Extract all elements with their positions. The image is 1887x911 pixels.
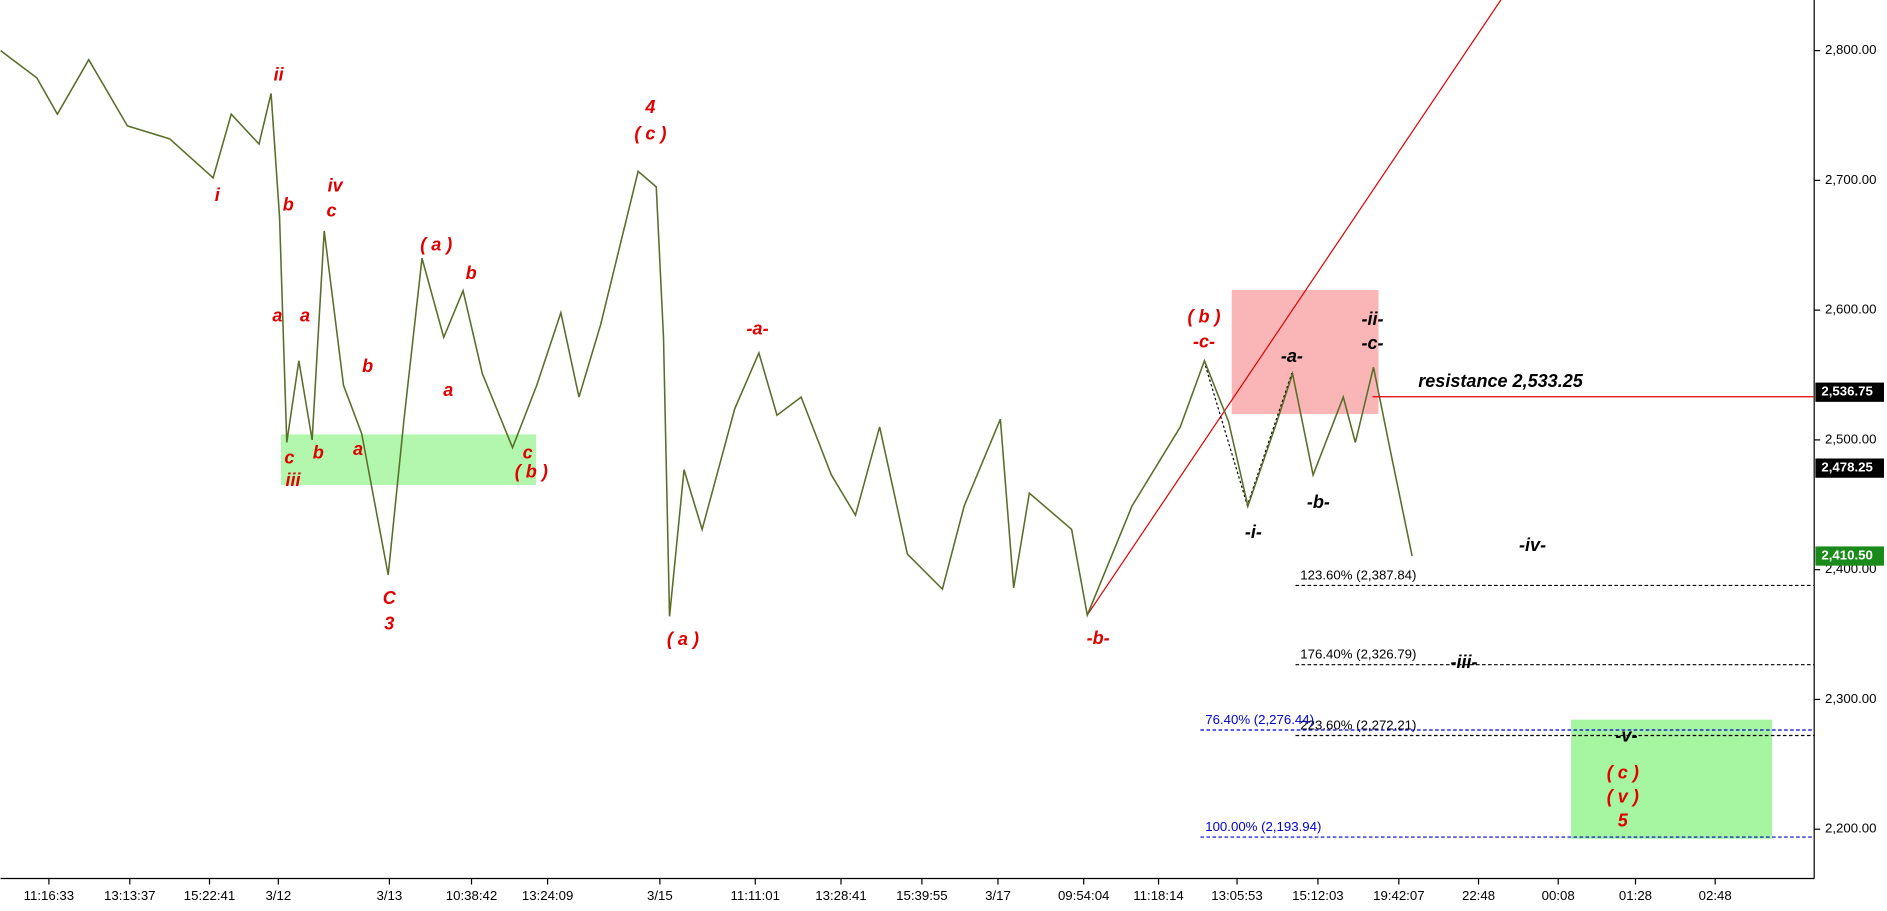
x-tick-label: 3/15 (647, 888, 673, 903)
wave-label: 3 (384, 613, 394, 633)
resistance-label: resistance 2,533.25 (1418, 371, 1584, 391)
wave-label: -a- (1281, 346, 1303, 366)
wave-label: -c- (1361, 333, 1383, 353)
wave-label: a (443, 380, 453, 400)
wave-label: ii (274, 65, 285, 85)
x-tick-label: 3/12 (265, 888, 291, 903)
price-tag-label: 2,410.50 (1821, 548, 1872, 563)
wave-label: -iii- (1450, 652, 1477, 672)
price-line (0, 49, 1413, 618)
fib-label: 223.60% (2,272.21) (1300, 717, 1416, 732)
wave-label: ( a ) (420, 234, 452, 254)
wave-label: i (215, 185, 221, 205)
x-tick-label: 02:48 (1699, 888, 1732, 903)
x-tick-label: 11:18:14 (1133, 888, 1183, 903)
wave-label: a (272, 305, 282, 325)
fib-label: 176.40% (2,326.79) (1300, 647, 1416, 662)
wave-label: -b- (1307, 492, 1330, 512)
support-zone (281, 434, 537, 485)
wave-label: c (284, 447, 294, 467)
x-tick-label: 11:16:33 (24, 888, 74, 903)
x-tick-label: 11:11:01 (731, 888, 780, 903)
y-tick-label: 2,500.00 (1825, 431, 1876, 446)
resistance-zone (1231, 290, 1379, 414)
y-tick-label: 2,600.00 (1825, 302, 1876, 317)
wave-label: c (523, 442, 533, 462)
wave-label: ( b ) (515, 462, 548, 482)
wave-label: -v- (1615, 725, 1637, 745)
wave-label: ( c ) (1607, 763, 1639, 783)
wave-label: a (300, 305, 310, 325)
trend-line (1086, 0, 1502, 616)
wave-label: 4 (644, 97, 655, 117)
wave-label: iv (328, 175, 344, 195)
x-tick-label: 13:24:09 (522, 888, 573, 903)
x-tick-label: 3/17 (985, 888, 1011, 903)
x-tick-label: 13:13:37 (104, 888, 155, 903)
wave-label: ( c ) (634, 124, 666, 144)
x-tick-label: 19:42:07 (1373, 888, 1424, 903)
fib-label: 100.00% (2,193.94) (1205, 819, 1321, 834)
fib-label: 123.60% (2,387.84) (1300, 567, 1416, 582)
x-tick-label: 13:28:41 (815, 888, 866, 903)
wave-label: ( b ) (1188, 306, 1221, 326)
x-tick-label: 15:12:03 (1292, 888, 1343, 903)
wave-label: ( a ) (667, 629, 699, 649)
y-tick-label: 2,300.00 (1825, 691, 1876, 706)
wave-label: c (327, 201, 337, 221)
wave-label: b (313, 442, 324, 462)
price-tag-label: 2,536.75 (1821, 384, 1872, 399)
target-zone (1571, 719, 1773, 839)
wave-label: iii (286, 470, 302, 490)
price-tag (1815, 382, 1884, 402)
wave-label: a (353, 439, 363, 459)
price-tag (1815, 458, 1884, 478)
x-tick-label: 13:05:53 (1211, 888, 1262, 903)
y-tick-label: 2,200.00 (1825, 821, 1876, 836)
wave-label: b (362, 356, 373, 376)
x-tick-label: 3/13 (377, 888, 403, 903)
wave-label: ( v ) (1607, 787, 1639, 807)
wave-label: b (466, 263, 477, 283)
wave-label: C (383, 588, 397, 608)
y-tick-label: 2,700.00 (1825, 172, 1876, 187)
x-tick-label: 10:38:42 (446, 888, 497, 903)
wave-label: -a- (747, 319, 769, 339)
price-tag (1815, 546, 1884, 566)
fib-label: 76.40% (2,276.44) (1205, 712, 1314, 727)
wave-label: -ii- (1361, 309, 1383, 329)
y-tick-label: 2,800.00 (1825, 42, 1876, 57)
x-tick-label: 15:22:41 (184, 888, 235, 903)
wave-label: 5 (1618, 811, 1629, 831)
wave-label: b (283, 195, 294, 215)
price-tag-label: 2,478.25 (1821, 460, 1872, 475)
x-tick-label: 15:39:55 (896, 888, 947, 903)
wave-label: -i- (1245, 522, 1262, 542)
x-tick-label: 01:28 (1619, 888, 1652, 903)
wave-label: -iv- (1519, 535, 1546, 555)
wave-label: -c- (1193, 332, 1215, 352)
x-tick-label: 22:48 (1462, 888, 1495, 903)
wave-label: -b- (1087, 628, 1110, 648)
x-tick-label: 00:08 (1542, 888, 1575, 903)
x-tick-label: 09:54:04 (1058, 888, 1109, 903)
